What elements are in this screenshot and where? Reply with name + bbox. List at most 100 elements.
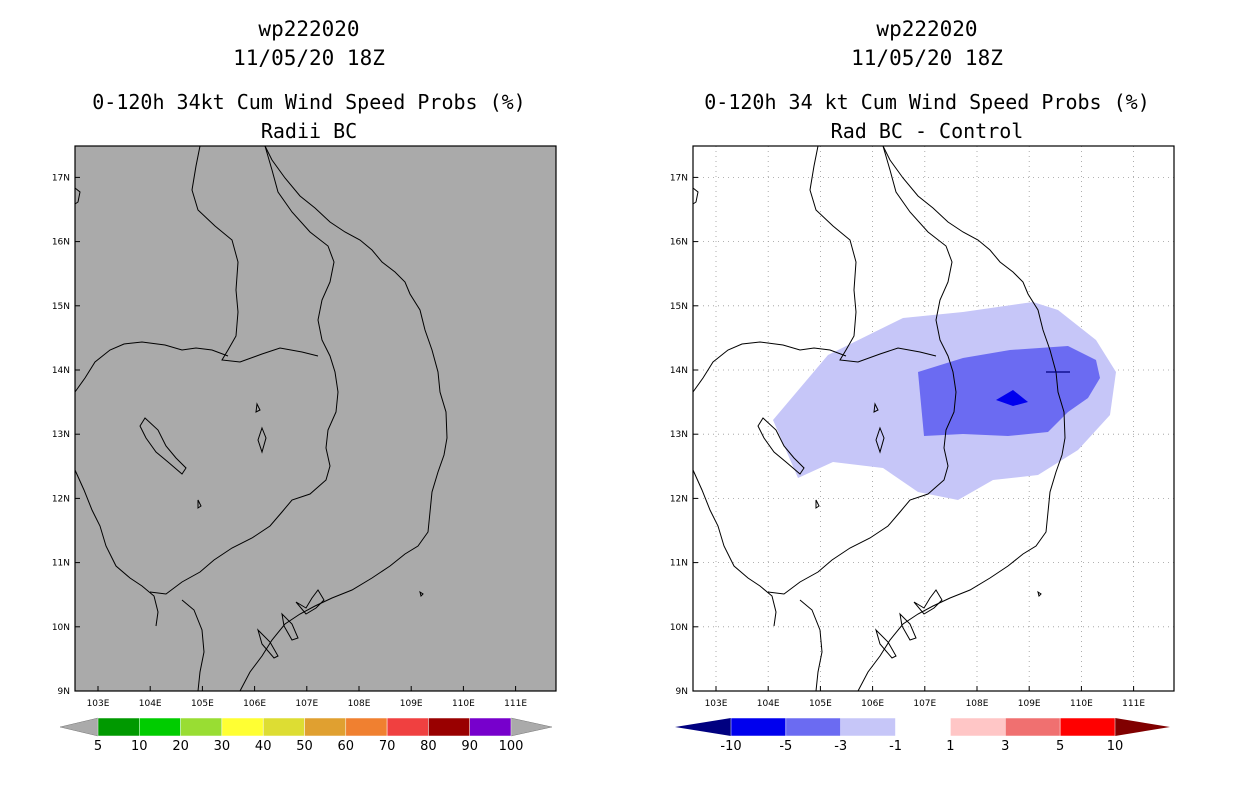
right-title-product: 0-120h 34 kt Cum Wind Speed Probs (%) xyxy=(704,90,1150,114)
colorbar-cell xyxy=(180,717,223,737)
left-colorbar: 5 10 20 30 40 50 60 70 80 90 100 xyxy=(59,717,553,754)
colorbar-label: 80 xyxy=(420,739,437,754)
left-map-background xyxy=(75,146,556,691)
coastline-segment xyxy=(899,612,917,641)
colorbar-cell xyxy=(97,717,140,737)
lon-tick-label: 105E xyxy=(809,699,832,709)
colorbar-cell xyxy=(428,717,470,737)
lon-tick-label: 104E xyxy=(757,699,780,709)
coastline-segment xyxy=(256,628,279,659)
coastline-segment xyxy=(809,145,937,363)
coastline-segment xyxy=(874,628,897,659)
lat-tick-label: 13N xyxy=(52,430,70,440)
lat-tick-label: 12N xyxy=(670,494,688,504)
coastline-segment xyxy=(692,341,847,393)
shade-medium xyxy=(918,346,1100,436)
colorbar-label: 100 xyxy=(499,739,524,754)
lat-tick-label: 12N xyxy=(52,494,70,504)
colorbar-label: -1 xyxy=(889,739,902,754)
colorbar-cell xyxy=(221,717,264,737)
right-colorbar: -10 -5 -3 -1 1 3 5 10 xyxy=(675,717,1170,754)
colorbar-cell xyxy=(730,717,787,737)
colorbar-label: 30 xyxy=(214,739,231,754)
coastline-segment xyxy=(873,402,879,413)
lat-tick-label: 16N xyxy=(670,238,688,248)
lon-tick-label: 103E xyxy=(705,699,728,709)
lat-tick-label: 13N xyxy=(670,430,688,440)
colorbar-cell xyxy=(840,717,896,737)
colorbar-label: 5 xyxy=(94,739,102,754)
lon-tick-label: 110E xyxy=(452,699,475,709)
lat-tick-label: 16N xyxy=(52,238,70,248)
lat-tick-label: 9N xyxy=(58,687,70,697)
lon-tick-label: 109E xyxy=(1018,699,1041,709)
shade-dark xyxy=(996,390,1028,406)
coastline-segment xyxy=(197,499,202,509)
lat-tick-label: 14N xyxy=(52,366,70,376)
left-title-storm: wp222020 xyxy=(258,17,360,41)
lat-tick-label: 11N xyxy=(52,559,70,569)
lat-tick-label: 11N xyxy=(670,559,688,569)
lon-tick-label: 106E xyxy=(861,699,884,709)
left-lat-ticks: 9N 10N 11N 12N 13N 14N 15N 16N 17N xyxy=(52,173,80,697)
colorbar-cell xyxy=(785,717,841,737)
colorbar-cell xyxy=(304,717,347,737)
colorbar-label: 40 xyxy=(255,739,272,754)
right-lon-ticks: 103E 104E 105E 106E 107E 108E 109E 110E 111E xyxy=(705,686,1145,709)
colorbar-cell xyxy=(950,717,1006,737)
lon-tick-label: 106E xyxy=(243,699,266,709)
colorbar-label: 3 xyxy=(1001,739,1009,754)
coastline-segment xyxy=(692,469,777,627)
colorbar-label: 50 xyxy=(296,739,313,754)
prob-difference-shading xyxy=(773,302,1116,500)
coastline-segment xyxy=(875,426,885,454)
coastline-segment xyxy=(149,145,339,595)
lon-tick-label: 105E xyxy=(191,699,214,709)
coastline-segment xyxy=(281,612,299,641)
coastline-segment xyxy=(767,145,957,595)
lat-tick-label: 17N xyxy=(52,173,70,183)
left-title-subtitle: Radii BC xyxy=(260,119,358,143)
lat-tick-label: 15N xyxy=(52,302,70,312)
left-panel: wp222020 11/05/20 18Z 0-120h 34kt Cum Wi… xyxy=(52,17,557,754)
right-title-storm: wp222020 xyxy=(876,17,978,41)
lat-tick-label: 14N xyxy=(670,366,688,376)
left-title-date: 11/05/20 18Z xyxy=(233,46,385,70)
colorbar-label: 90 xyxy=(461,739,478,754)
lat-tick-label: 9N xyxy=(676,687,688,697)
lon-tick-label: 109E xyxy=(400,699,423,709)
right-title-date: 11/05/20 18Z xyxy=(851,46,1003,70)
coastline-segment xyxy=(815,499,820,509)
lat-tick-label: 15N xyxy=(670,302,688,312)
coastline-segment xyxy=(139,417,187,475)
colorbar-cell xyxy=(345,717,388,737)
colorbar-cell xyxy=(139,717,181,737)
right-lat-ticks: 9N 10N 11N 12N 13N 14N 15N 16N 17N xyxy=(670,173,698,697)
lat-tick-label: 10N xyxy=(670,623,688,633)
colorbar-cell xyxy=(386,717,429,737)
coastline-segment xyxy=(74,469,159,627)
colorbar-cell xyxy=(1059,717,1116,737)
lon-tick-label: 107E xyxy=(913,699,936,709)
lon-tick-label: 111E xyxy=(504,699,527,709)
right-map: 9N 10N 11N 12N 13N 14N 15N 16N 17N 103E 104E 105E 1… xyxy=(670,145,1175,754)
coastline-segment xyxy=(181,599,205,692)
lon-tick-label: 103E xyxy=(87,699,110,709)
colorbar-label: -10 xyxy=(720,739,741,754)
right-title-subtitle: Rad BC - Control xyxy=(830,119,1024,143)
colorbar-label: 10 xyxy=(131,739,148,754)
right-panel: wp222020 11/05/20 18Z 0-120h 34 kt Cum W… xyxy=(618,0,1236,800)
colorbar-label: -3 xyxy=(834,739,847,754)
coastline-segment xyxy=(255,402,261,413)
coastline-segment xyxy=(757,417,805,475)
left-coastline xyxy=(74,145,448,692)
lon-tick-label: 108E xyxy=(966,699,989,709)
lat-tick-label: 17N xyxy=(670,173,688,183)
lon-tick-label: 108E xyxy=(348,699,371,709)
lon-tick-label: 111E xyxy=(1122,699,1145,709)
colorbar-label: 20 xyxy=(172,739,189,754)
coastline-segment xyxy=(239,145,448,692)
colorbar-left-arrow xyxy=(675,718,731,736)
coastline-segment xyxy=(913,589,943,615)
